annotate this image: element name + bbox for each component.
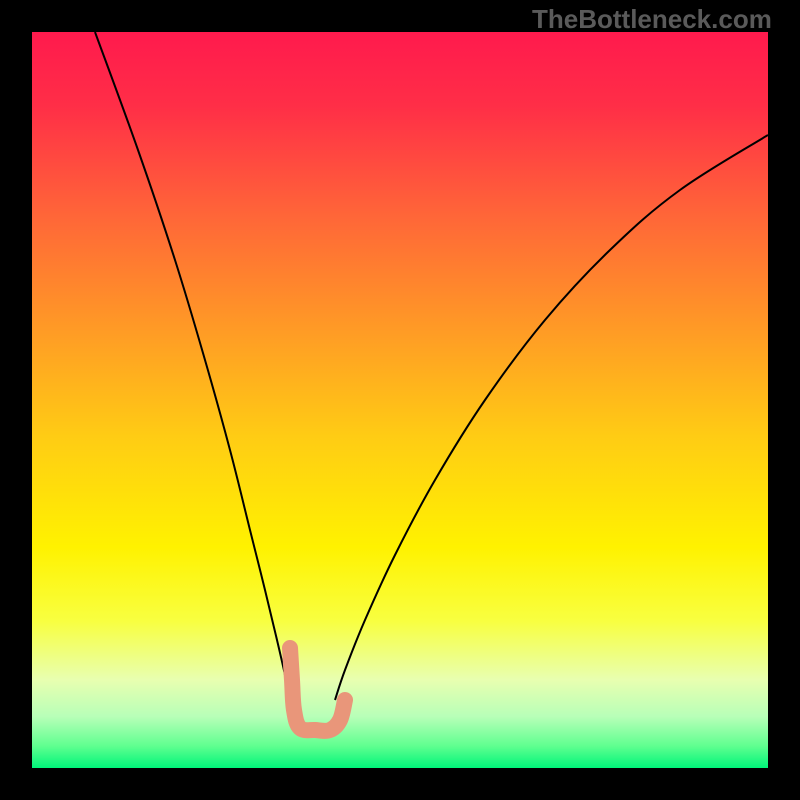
bottleneck-chart bbox=[0, 0, 800, 800]
gradient-fill bbox=[32, 32, 768, 768]
watermark-text: TheBottleneck.com bbox=[532, 4, 772, 35]
